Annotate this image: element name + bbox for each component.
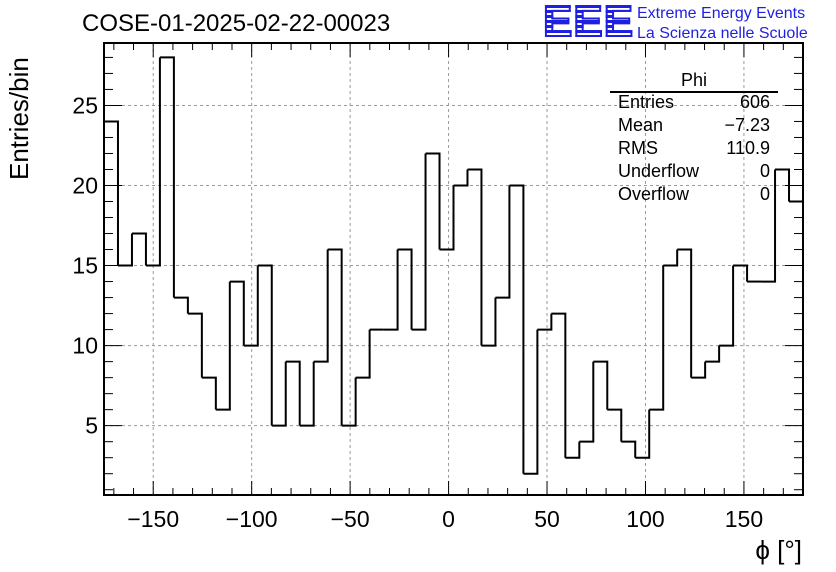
histogram-bin bbox=[565, 441, 581, 459]
histogram-bin bbox=[677, 248, 693, 378]
histogram-bin bbox=[425, 152, 441, 250]
y-axis-label: Entries/bin bbox=[4, 57, 34, 180]
plot-frame bbox=[103, 42, 804, 496]
stats-row-overflow: Overflow 0 bbox=[618, 184, 770, 205]
histogram-bin bbox=[509, 184, 525, 474]
x-tick-label: −150 bbox=[127, 506, 179, 532]
histogram-bin bbox=[663, 249, 679, 267]
y-tick-label: 20 bbox=[72, 173, 98, 199]
histogram-bin bbox=[607, 408, 623, 442]
x-tick-label: 50 bbox=[534, 506, 560, 532]
stats-label: RMS bbox=[618, 138, 658, 158]
logo-subtitle-line2: La Scienza nelle Scuole bbox=[637, 25, 808, 42]
histogram-bin bbox=[104, 120, 119, 266]
y-tick-label: 15 bbox=[72, 253, 98, 279]
stats-value: 0 bbox=[759, 184, 770, 204]
eee-logo-icon: EEE bbox=[542, 0, 635, 46]
histogram-bin bbox=[719, 265, 735, 347]
histogram-bin bbox=[397, 248, 413, 330]
histogram-bin bbox=[775, 168, 791, 202]
x-tick-label: −100 bbox=[226, 506, 278, 532]
histogram-bin bbox=[271, 361, 287, 427]
x-tick-label: 0 bbox=[442, 506, 455, 532]
x-axis-label: ϕ [°] bbox=[755, 535, 802, 565]
stats-row-rms: RMS 110.9 bbox=[618, 138, 770, 159]
histogram-bin bbox=[215, 281, 231, 411]
stats-label: Entries bbox=[618, 92, 675, 112]
stats-row-underflow: Underflow 0 bbox=[618, 161, 770, 182]
stats-divider bbox=[610, 91, 778, 93]
histogram-bin bbox=[201, 376, 217, 410]
stats-value: 606 bbox=[739, 92, 770, 112]
stats-row-entries: Entries 606 bbox=[618, 92, 770, 113]
stats-label: Underflow bbox=[618, 161, 700, 181]
histogram-bin bbox=[257, 264, 273, 426]
histogram-bin bbox=[537, 313, 553, 331]
logo-subtitle-line1: Extreme Energy Events bbox=[637, 5, 806, 22]
histogram-bin bbox=[649, 265, 665, 411]
y-tick-label: 5 bbox=[85, 413, 98, 439]
histogram-bin bbox=[285, 360, 301, 426]
histogram-bin bbox=[159, 56, 175, 298]
histogram-bin bbox=[579, 361, 595, 443]
histogram-bin bbox=[117, 233, 133, 267]
histogram-bin bbox=[299, 361, 315, 427]
histogram-bin bbox=[411, 153, 427, 331]
stats-title: Phi bbox=[680, 70, 707, 90]
x-tick-label: −50 bbox=[331, 506, 370, 532]
stats-label: Mean bbox=[618, 115, 664, 135]
stats-label: Overflow bbox=[618, 184, 690, 204]
histogram-bin bbox=[691, 361, 707, 379]
histogram-bin bbox=[733, 264, 749, 282]
histogram-bin bbox=[187, 312, 203, 378]
stats-row-mean: Mean −7.23 bbox=[618, 115, 770, 136]
histogram-bin bbox=[145, 57, 161, 267]
histogram-bin bbox=[131, 232, 147, 266]
y-tick-label: 10 bbox=[72, 333, 98, 359]
histogram-bin bbox=[467, 168, 483, 346]
histogram-bin bbox=[523, 329, 539, 475]
histogram-bin bbox=[635, 409, 651, 459]
histogram-bin bbox=[313, 249, 329, 363]
stats-value: −7.23 bbox=[724, 115, 770, 135]
histogram-bin bbox=[593, 360, 609, 410]
stats-value: 0 bbox=[759, 161, 770, 181]
histogram-bin bbox=[621, 440, 637, 458]
histogram-bin bbox=[355, 329, 371, 379]
histogram-bin bbox=[243, 265, 259, 347]
histogram-bin bbox=[453, 169, 469, 187]
histogram-bin bbox=[327, 248, 343, 426]
histogram-bin bbox=[439, 185, 455, 251]
chart-title: COSE-01-2025-02-22-00023 bbox=[82, 10, 391, 37]
histogram-bin bbox=[229, 280, 245, 346]
histogram-bin bbox=[481, 297, 497, 347]
histogram-bin bbox=[551, 312, 567, 458]
stats-value: 110.9 bbox=[726, 138, 770, 158]
y-tick-label: 25 bbox=[72, 92, 98, 118]
histogram-bin bbox=[383, 249, 399, 331]
histogram-bin bbox=[495, 185, 511, 299]
histogram-bin bbox=[761, 169, 777, 283]
histogram-bin bbox=[341, 377, 357, 427]
x-tick-label: 100 bbox=[626, 506, 664, 532]
histogram-bin bbox=[705, 345, 721, 363]
histogram-bin bbox=[173, 296, 189, 314]
x-tick-label: 150 bbox=[725, 506, 763, 532]
